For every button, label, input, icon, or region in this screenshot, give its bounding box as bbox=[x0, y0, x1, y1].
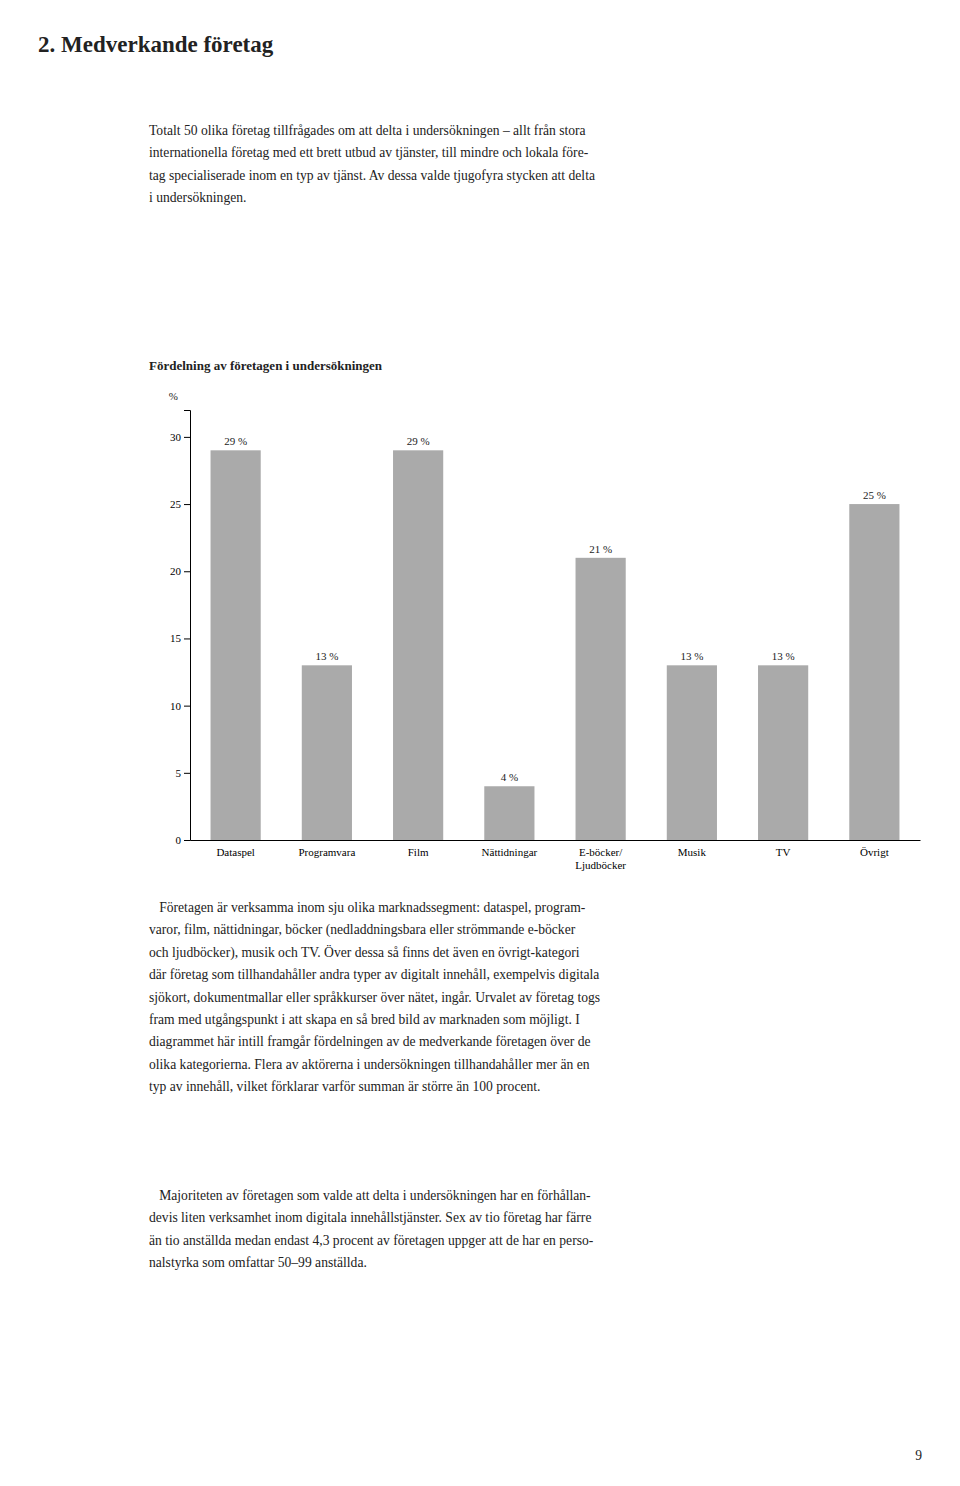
y-tick-label: 10 bbox=[170, 700, 182, 712]
page: 2. Medverkande företag Totalt 50 olika fö… bbox=[0, 0, 960, 1486]
data-label: 29 % bbox=[407, 435, 430, 447]
y-axis-label: % bbox=[169, 390, 178, 402]
bar bbox=[302, 665, 352, 840]
bar bbox=[667, 665, 717, 840]
y-tick-label: 25 bbox=[170, 498, 182, 510]
y-tick: 15 bbox=[170, 632, 190, 644]
x-tick-label-line: Programvara bbox=[298, 846, 355, 858]
page-title: 2. Medverkande företag bbox=[38, 32, 274, 57]
y-tick: 10 bbox=[170, 700, 190, 712]
y-tick-label: 20 bbox=[170, 565, 182, 577]
body-paragraph-line: diagrammet här intill framgår fördelning… bbox=[149, 1034, 591, 1049]
y-tick-label: 30 bbox=[170, 431, 182, 443]
x-tick-label: Övrigt bbox=[860, 846, 889, 858]
body-paragraph-line: typ av innehåll, vilket förklarar varför… bbox=[149, 1079, 540, 1094]
x-tick-label-line: Musik bbox=[678, 846, 707, 858]
y-tick: 30 bbox=[170, 431, 190, 443]
x-tick: E-böcker/Ljudböcker bbox=[575, 840, 626, 871]
intro-text-line: i undersökningen. bbox=[149, 190, 246, 205]
intro-text-line: internationella företag med ett brett ut… bbox=[149, 145, 589, 160]
body-paragraph-line: varor, film, nättidningar, böcker (nedla… bbox=[149, 922, 576, 938]
x-tick: TV bbox=[776, 840, 791, 858]
x-axis: Dataspel Programvara Film Nättidningar E-böc… bbox=[191, 840, 921, 871]
y-tick-mark bbox=[184, 571, 190, 572]
y-tick-label: 0 bbox=[176, 834, 182, 846]
y-tick: 5 bbox=[176, 767, 191, 779]
x-tick-label: Dataspel bbox=[216, 846, 254, 858]
body-paragraph-line: än tio anställda medan endast 4,3 procen… bbox=[149, 1233, 594, 1248]
chart: 29 % 13 % 29 % 4 % 21 % 13 % 13 % 25 % 0 5 10 15 20 2… bbox=[169, 390, 921, 871]
bars bbox=[211, 450, 900, 840]
y-tick: 25 bbox=[170, 498, 190, 510]
data-label: 4 % bbox=[501, 771, 518, 783]
x-tick-label-line: E-böcker/ bbox=[579, 846, 623, 858]
y-axis: 0 5 10 15 20 25 30 bbox=[170, 411, 191, 847]
x-tick-label: TV bbox=[776, 846, 791, 858]
x-tick-label-line: Övrigt bbox=[860, 846, 889, 858]
bar bbox=[849, 504, 899, 840]
bar bbox=[484, 786, 534, 840]
y-tick-mark bbox=[184, 437, 190, 438]
data-label: 29 % bbox=[224, 435, 247, 447]
bar bbox=[576, 558, 626, 840]
body-paragraph-line: där företag som tillhandahåller andra ty… bbox=[149, 967, 599, 982]
data-label: 25 % bbox=[863, 489, 886, 501]
y-tick-mark bbox=[184, 706, 190, 707]
body-paragraph-line: Företagen är verksamma inom sju olika ma… bbox=[149, 900, 586, 915]
bar bbox=[758, 665, 808, 840]
x-tick: Film bbox=[408, 840, 429, 858]
x-tick-label: Film bbox=[408, 846, 429, 858]
y-tick: 20 bbox=[170, 565, 190, 577]
y-tick-label: 15 bbox=[170, 632, 182, 644]
intro-text: Totalt 50 olika företag tillfrågades om … bbox=[149, 123, 595, 205]
x-tick: Programvara bbox=[298, 840, 355, 858]
y-tick-mark bbox=[184, 840, 190, 841]
body-paragraph-line: Majoriteten av företagen som valde att d… bbox=[149, 1188, 591, 1203]
body-paragraph: Företagen är verksamma inom sju olika ma… bbox=[149, 900, 600, 1094]
x-tick-label-line: TV bbox=[776, 846, 791, 858]
body-paragraph: Majoriteten av företagen som valde att d… bbox=[149, 1188, 594, 1270]
x-tick: Musik bbox=[678, 840, 707, 858]
body-paragraph-line: devis liten verksamhet inom digitala inn… bbox=[149, 1210, 591, 1225]
intro-text-line: tag specialiserade inom en typ av tjänst… bbox=[149, 168, 595, 183]
y-tick-mark bbox=[184, 773, 190, 774]
data-label: 13 % bbox=[772, 650, 795, 662]
x-axis-line bbox=[191, 840, 921, 841]
chart-title: Fördelning av företagen i undersökningen bbox=[149, 358, 383, 373]
body-paragraph-line: och ljudböcker), musik och TV. Över dess… bbox=[149, 944, 580, 961]
x-tick-label: E-böcker/Ljudböcker bbox=[575, 846, 626, 871]
bar bbox=[211, 450, 261, 840]
data-label: 21 % bbox=[589, 543, 612, 555]
body-paragraph-line: sjökort, dokumentmallar eller språkkurse… bbox=[149, 990, 600, 1005]
x-tick-label-line: Nättidningar bbox=[482, 846, 538, 858]
body-paragraph-line: olika kategorierna. Flera av aktörerna i… bbox=[149, 1057, 590, 1072]
data-label: 13 % bbox=[315, 650, 338, 662]
body-paragraph-line: nalstyrka som omfattar 50–99 anställda. bbox=[149, 1255, 367, 1270]
x-tick-label-line: Film bbox=[408, 846, 429, 858]
page-number: 9 bbox=[915, 1448, 922, 1463]
y-tick-label: 5 bbox=[176, 767, 182, 779]
x-tick-label: Programvara bbox=[298, 846, 355, 858]
x-tick-label: Musik bbox=[678, 846, 707, 858]
data-label: 13 % bbox=[680, 650, 703, 662]
x-tick-label-line: Dataspel bbox=[216, 846, 254, 858]
x-tick: Nättidningar bbox=[482, 840, 538, 858]
x-tick: Dataspel bbox=[216, 840, 254, 858]
data-labels: 29 % 13 % 29 % 4 % 21 % 13 % 13 % 25 % bbox=[224, 435, 886, 783]
y-tick-mark bbox=[184, 504, 190, 505]
y-tick: 0 bbox=[176, 834, 191, 846]
intro-text-line: Totalt 50 olika företag tillfrågades om … bbox=[149, 123, 586, 138]
bar bbox=[393, 450, 443, 840]
y-axis-line bbox=[184, 411, 191, 841]
x-tick-label: Nättidningar bbox=[482, 846, 538, 858]
body-paragraph-line: fram med utgångspunkt i att skapa en så … bbox=[149, 1012, 580, 1027]
x-tick: Övrigt bbox=[860, 840, 889, 858]
x-tick-label-line: Ljudböcker bbox=[575, 859, 626, 871]
y-tick-mark bbox=[184, 638, 190, 639]
